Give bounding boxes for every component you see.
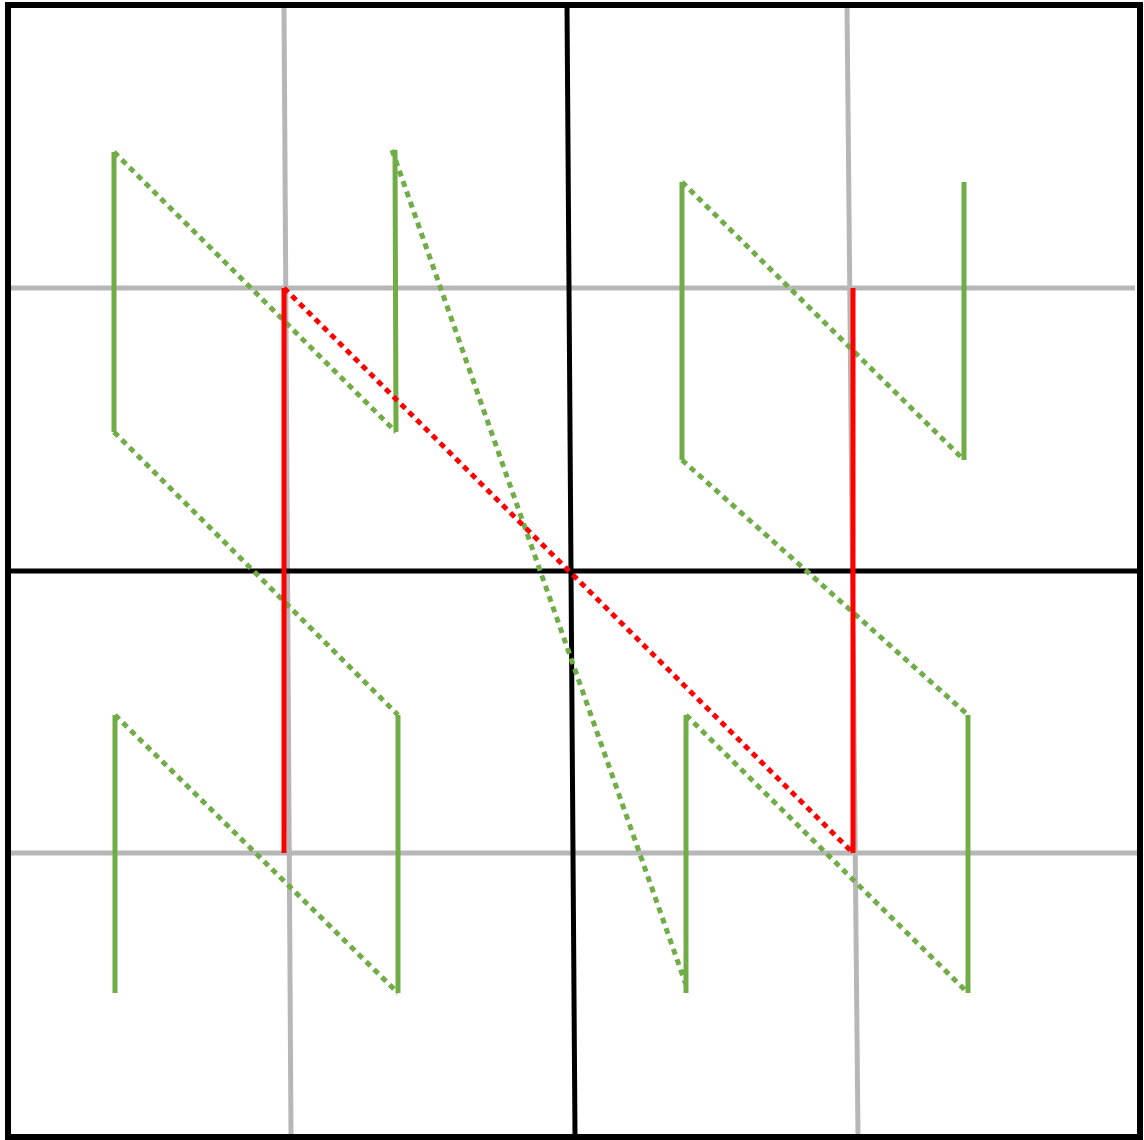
green-dotted bbox=[680, 180, 966, 462]
green-dotted bbox=[680, 458, 970, 717]
green-dotted bbox=[389, 149, 689, 986]
green-dotted bbox=[112, 430, 400, 717]
red-dotted bbox=[282, 286, 855, 855]
green-dotted bbox=[113, 713, 400, 995]
green-dotted bbox=[112, 150, 398, 434]
green-segment bbox=[392, 149, 399, 433]
